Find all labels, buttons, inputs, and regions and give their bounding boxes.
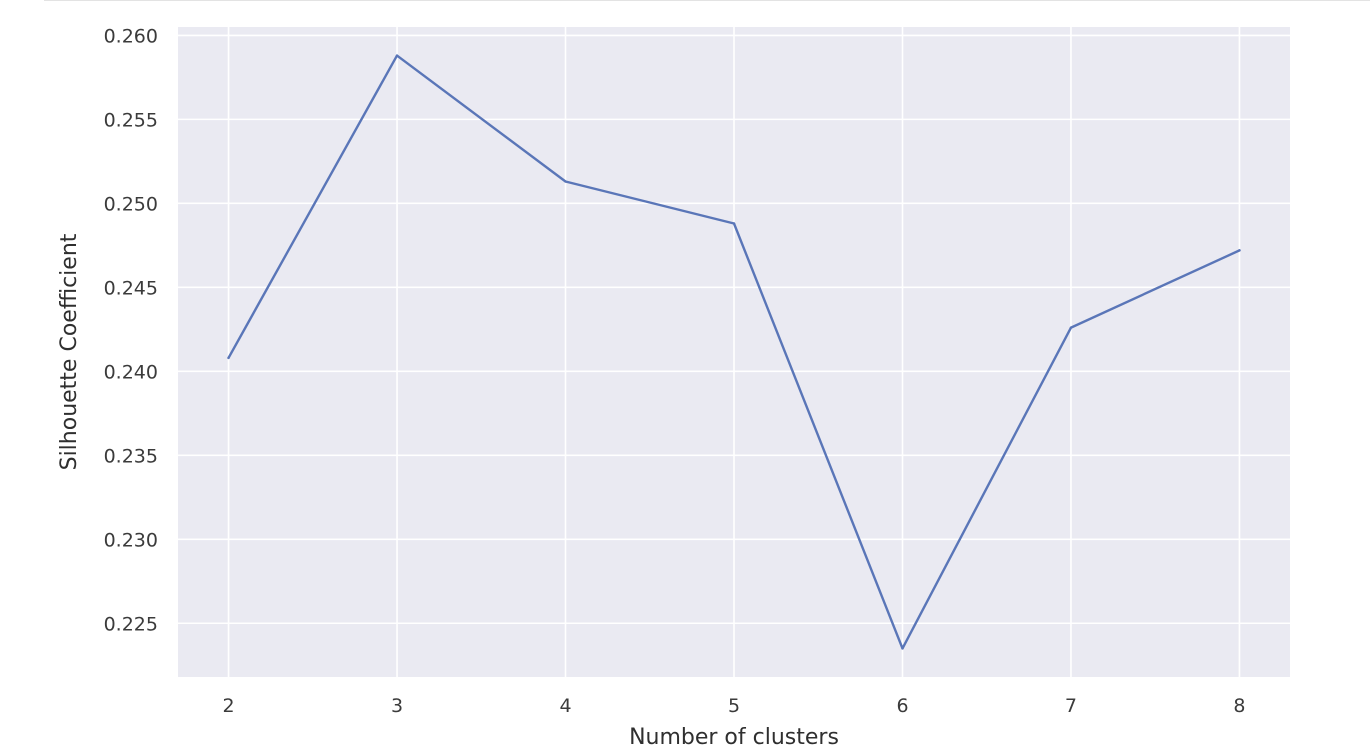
x-tick-label: 4 [559, 695, 571, 717]
top-border-rule [44, 0, 1370, 1]
data-point [1069, 326, 1073, 329]
x-gridlines [227, 27, 1241, 677]
y-tick-labels: 0.225 0.230 0.235 0.240 0.245 0.250 0.255 0.260 [104, 25, 158, 635]
y-tick-label: 0.260 [104, 25, 158, 47]
x-tick-label: 8 [1233, 695, 1245, 717]
data-point [227, 356, 230, 360]
x-tick-label: 5 [728, 695, 740, 717]
x-axis-label: Number of clusters [629, 725, 839, 750]
data-point [732, 222, 736, 225]
series-group [227, 54, 1241, 650]
x-tick-label: 3 [391, 695, 403, 717]
x-tick-label: 7 [1065, 695, 1077, 717]
y-tick-label: 0.255 [104, 109, 158, 131]
y-tick-label: 0.240 [104, 361, 158, 383]
y-tick-label: 0.225 [104, 613, 158, 635]
y-tick-label: 0.230 [104, 529, 158, 551]
data-point [901, 647, 904, 650]
x-tick-label: 6 [896, 695, 908, 717]
x-tick-label: 2 [222, 695, 234, 717]
x-tick-labels: 2 3 4 5 6 7 8 [222, 695, 1245, 717]
y-tick-label: 0.235 [104, 445, 158, 467]
y-tick-label: 0.250 [104, 193, 158, 215]
data-point [564, 180, 567, 183]
y-tick-label: 0.245 [104, 277, 158, 299]
y-axis-label: Silhouette Coefficient [57, 233, 82, 470]
data-point [1238, 249, 1241, 252]
data-point [395, 54, 399, 57]
